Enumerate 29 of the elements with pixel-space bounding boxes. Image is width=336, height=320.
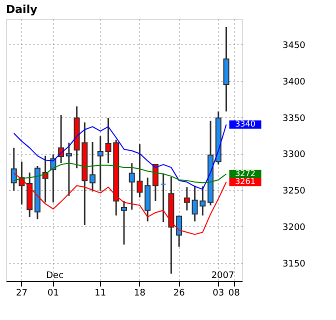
x-tick-label: 18 (134, 288, 146, 298)
x-tick-label: 01 (47, 288, 59, 298)
y-tick-label: 3350 (282, 114, 306, 124)
candlestick (97, 135, 104, 192)
candlestick (184, 186, 190, 212)
y-tick-label: 3200 (282, 222, 306, 233)
candlestick (121, 200, 127, 246)
x-tick-label: 26 (173, 288, 186, 298)
y-tick-label: 3300 (282, 150, 306, 160)
y-tick-label: 3400 (282, 77, 306, 88)
candlestick (66, 142, 72, 197)
candlestick (160, 172, 166, 223)
data-label: 3261 (235, 177, 256, 186)
candlestick (176, 214, 182, 248)
data-label: 3340 (235, 120, 256, 129)
y-tick-label: 3150 (282, 259, 306, 270)
annotation: 2007 (211, 271, 234, 281)
y-tick-label: 3450 (282, 40, 306, 51)
x-tick-label: 11 (94, 288, 106, 298)
x-tick-label: 08 (228, 288, 240, 298)
line-series (13, 124, 227, 190)
candlestick (90, 141, 96, 192)
candlestick (152, 164, 158, 202)
annotation: Dec (46, 271, 64, 281)
chart-title: Daily (6, 3, 38, 16)
y-tick-label: 3250 (282, 186, 306, 197)
data-label: 3272 (235, 169, 256, 178)
x-tick-label: 27 (16, 288, 28, 298)
x-tick-label: 03 (212, 288, 224, 298)
